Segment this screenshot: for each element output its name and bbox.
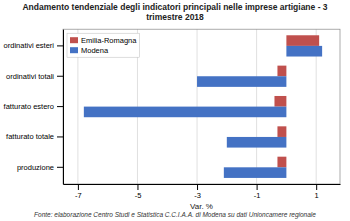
x-tick: 1 [315, 184, 319, 200]
series [84, 46, 322, 178]
bar [224, 167, 287, 178]
y-tick: ordinativi totali [6, 72, 63, 81]
bar [277, 126, 286, 137]
y-tick-label: produzione [17, 163, 54, 172]
legend-label: Emilia-Romagna [81, 36, 137, 45]
x-tick: -3 [194, 184, 201, 200]
x-tick: -7 [75, 184, 82, 200]
y-tick-label: ordinativi totali [6, 72, 54, 81]
bar [197, 76, 286, 87]
legend-frame [67, 33, 139, 57]
legend-item: Emilia-Romagna [70, 36, 137, 45]
bar [227, 137, 287, 148]
x-tick-mark [257, 184, 258, 190]
bar [277, 66, 286, 77]
bar [286, 46, 322, 57]
plot-frame [63, 29, 340, 184]
x-axis: -7 -5 -3 -1 1 [64, 184, 341, 200]
x-tick-mark [197, 184, 198, 190]
footnote: Fonte: elaborazione Centro Studi e Stati… [34, 211, 316, 219]
bar [84, 107, 287, 118]
y-tick-mark [57, 76, 63, 77]
legend-swatch [70, 47, 78, 53]
x-tick: -1 [254, 184, 261, 200]
y-tick: fatturato totale [6, 132, 63, 141]
x-tick-mark [78, 184, 79, 190]
legend: Emilia-RomagnaModena [67, 33, 139, 57]
title: Andamento tendenziale degli indicatori p… [22, 2, 327, 22]
x-tick-label: -7 [75, 191, 82, 200]
y-tick-label: fatturato estero [4, 102, 54, 111]
y-axis: ordinativi esteri ordinativi totali fattur… [4, 30, 64, 185]
x-axis-label: Var. % [190, 202, 213, 211]
y-tick-mark [57, 136, 63, 137]
y-tick-label: ordinativi esteri [4, 41, 55, 50]
y-tick: produzione [17, 163, 63, 172]
y-tick: ordinativi esteri [4, 41, 63, 50]
x-tick-label: -3 [194, 191, 201, 200]
y-tick-mark [57, 106, 63, 107]
x-tick-label: -5 [135, 191, 142, 200]
x-tick-label: -1 [254, 191, 261, 200]
y-tick: fatturato estero [4, 102, 63, 111]
x-tick: -5 [135, 184, 142, 200]
x-tick-label: 1 [315, 191, 319, 200]
bar [286, 35, 319, 46]
y-tick-label: fatturato totale [6, 132, 54, 141]
x-axis-line [64, 184, 341, 185]
chart: Andamento tendenziale degli indicatori p… [0, 0, 350, 221]
legend-swatch [70, 37, 78, 43]
y-tick-mark [57, 167, 63, 168]
plot: -7 -5 -3 -1 1 ordinativi esteri ordinativi tot… [4, 29, 341, 200]
legend-label: Modena [81, 46, 109, 55]
x-tick-mark [316, 184, 317, 190]
x-tick-mark [137, 184, 138, 190]
y-axis-line [63, 30, 64, 185]
bar [274, 96, 286, 107]
legend-item: Modena [70, 46, 109, 55]
bar [277, 157, 286, 168]
y-tick-mark [57, 45, 63, 46]
